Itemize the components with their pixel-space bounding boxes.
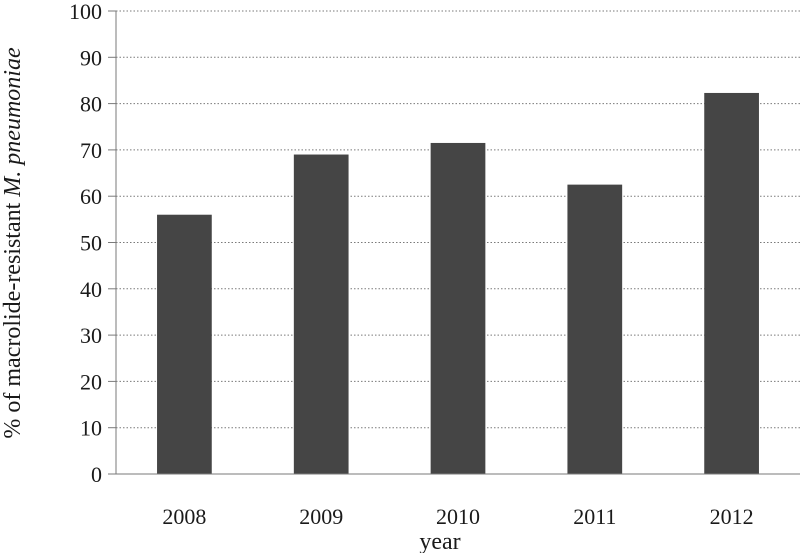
x-tick-labels: 2008 2009 2010 2011 2012 — [162, 504, 753, 529]
y-tick-label: 40 — [80, 277, 102, 302]
bar-2012 — [704, 92, 759, 475]
x-tick-label: 2008 — [162, 504, 206, 529]
x-tick-label: 2012 — [710, 504, 754, 529]
bar-2008 — [157, 214, 212, 474]
y-tick-label: 60 — [80, 184, 102, 209]
y-axis-title-italic: M. pneumoniae — [0, 47, 26, 198]
axes — [108, 10, 800, 475]
x-tick-label: 2010 — [436, 504, 480, 529]
y-axis-title: % of macrolide-resistant M. pneumoniae — [0, 47, 26, 439]
y-tick-label: 100 — [69, 0, 102, 24]
y-tick-label: 50 — [80, 231, 102, 256]
x-tick-label: 2009 — [299, 504, 343, 529]
y-tick-label: 90 — [80, 45, 102, 70]
y-tick-label: 80 — [80, 92, 102, 117]
y-tick-label: 70 — [80, 138, 102, 163]
bars — [157, 92, 759, 475]
y-tick-label: 0 — [91, 462, 102, 487]
x-axis-title: year — [419, 529, 460, 553]
y-tick-label: 30 — [80, 323, 102, 348]
bar-2010 — [430, 142, 486, 474]
y-axis-title-plain: % of macrolide-resistant — [0, 197, 26, 439]
y-tick-label: 20 — [80, 369, 102, 394]
bar-2009 — [293, 154, 349, 474]
bar-2011 — [567, 184, 623, 474]
x-tick-label: 2011 — [573, 504, 616, 529]
y-tick-label: 10 — [80, 416, 102, 441]
y-tick-labels: 0 10 20 30 40 50 60 70 80 90 100 — [69, 0, 102, 487]
